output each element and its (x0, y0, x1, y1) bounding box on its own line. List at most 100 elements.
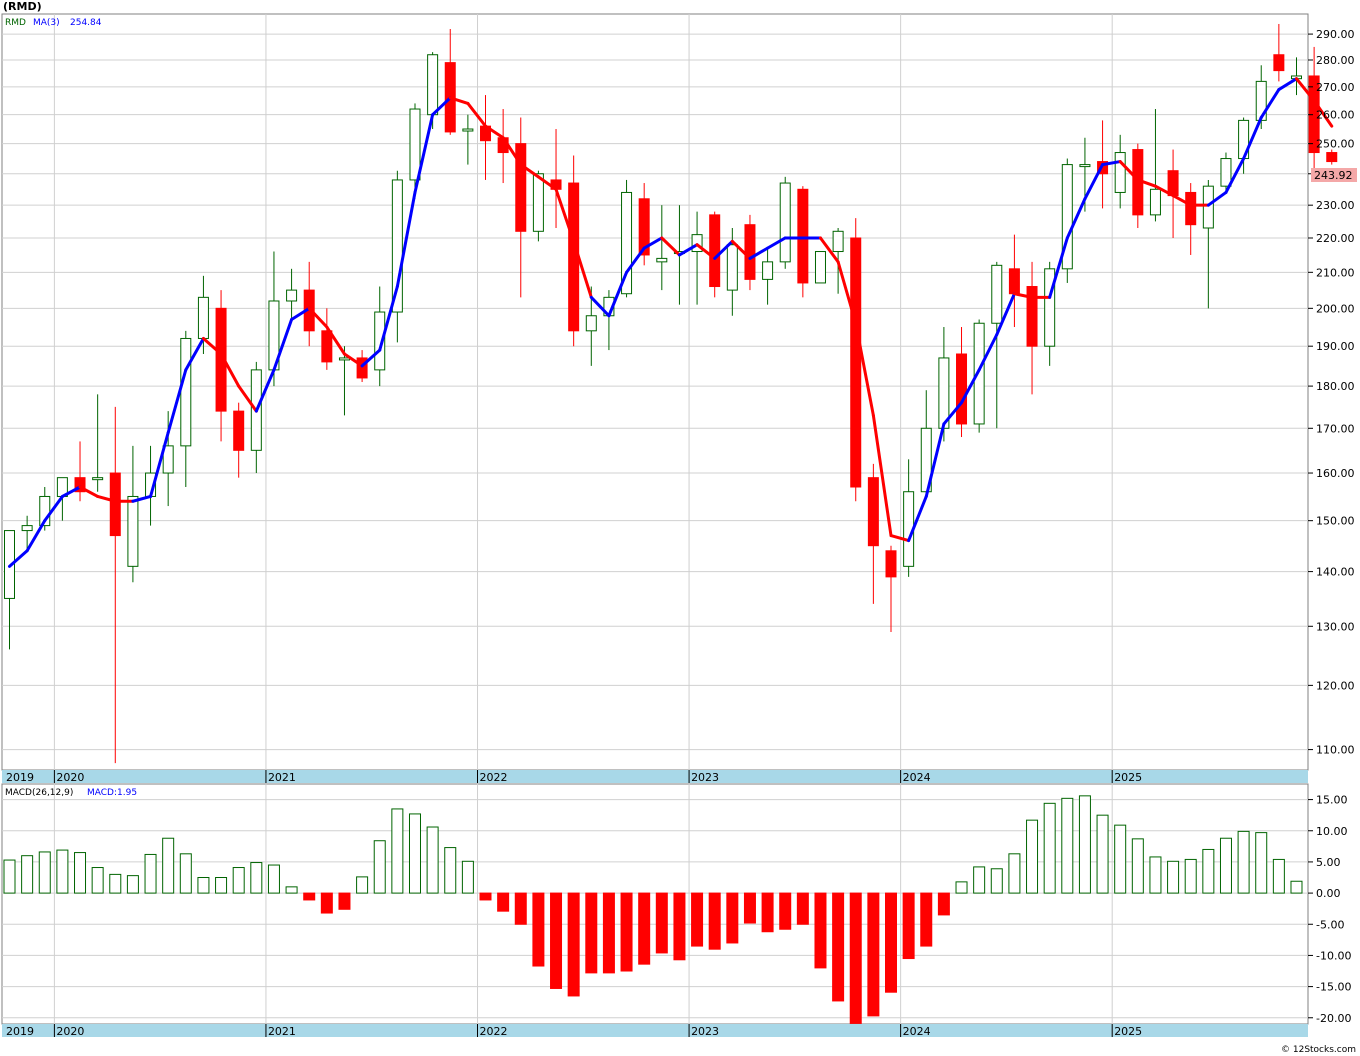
macd-x-tick-label: 2022 (480, 1025, 508, 1038)
ma-segment (1277, 77, 1298, 92)
candle-body (726, 244, 738, 291)
macd-y-tick-label: -20.00 (1316, 1012, 1351, 1025)
candle (391, 170, 403, 343)
macd-bar (215, 877, 228, 894)
macd-bar (1043, 802, 1056, 894)
price-y-tick-label: 290.00 (1316, 28, 1355, 41)
macd-x-tick-label: 2024 (903, 1025, 931, 1038)
macd-bar (691, 892, 704, 947)
candle (127, 445, 139, 583)
candle (215, 290, 227, 442)
candle-body (1202, 185, 1214, 229)
candle-body (1114, 152, 1126, 193)
candle (1326, 149, 1338, 165)
macd-bar (1061, 797, 1074, 894)
ma-segment (977, 333, 999, 372)
ma-segment (1224, 157, 1246, 194)
candle (321, 308, 333, 370)
candle-body (850, 237, 862, 488)
candle-body (356, 357, 368, 379)
macd-bar (779, 892, 792, 930)
macd-bar (1149, 856, 1162, 894)
price-legend-ma-label: MA(3) (33, 18, 60, 28)
ma-segment (8, 549, 29, 568)
ma-segment (342, 352, 364, 368)
macd-legend-value: MACD:1.95 (87, 788, 137, 798)
ma-segment (1136, 178, 1157, 188)
macd-bar (902, 892, 915, 960)
chart-title: (RMD) (3, 0, 42, 13)
candle-body (1185, 191, 1197, 226)
candle-body (991, 264, 1003, 324)
macd-bar (761, 892, 774, 933)
macd-bar (320, 892, 333, 914)
candle-body (779, 182, 791, 263)
ma-segment (1294, 77, 1316, 103)
macd-bar (444, 847, 457, 894)
candle (162, 411, 174, 507)
macd-bar (1202, 848, 1215, 894)
candle-body (391, 179, 403, 313)
price-y-tick-label: 270.00 (1316, 81, 1355, 94)
candle-body (1167, 170, 1179, 197)
candle-body (762, 261, 774, 280)
macd-bar (832, 892, 845, 1002)
macd-bar (796, 892, 809, 925)
macd-bar (990, 868, 1003, 894)
macd-bar (285, 886, 298, 894)
ma-segment (448, 96, 470, 105)
price-y-tick-label: 140.00 (1316, 566, 1355, 579)
candle-body (197, 296, 209, 339)
candle (709, 211, 721, 298)
macd-bar (1290, 880, 1303, 894)
candle-body (585, 315, 597, 332)
price-x-tick-label: 2020 (56, 771, 84, 784)
ma-segment (149, 431, 170, 498)
macd-bar (638, 892, 651, 965)
candle (956, 327, 968, 438)
macd-bar (21, 855, 34, 894)
macd-bar (673, 892, 686, 961)
candle-body (92, 477, 104, 481)
macd-bar (885, 892, 897, 993)
macd-bar (814, 892, 827, 969)
macd-bar (550, 892, 563, 989)
macd-bar (1008, 853, 1021, 894)
macd-bar (726, 892, 739, 944)
ma-segment (818, 236, 840, 264)
candle (1026, 261, 1038, 395)
macd-bar (461, 860, 474, 894)
ma-segment (1153, 184, 1175, 198)
last-price-box (1311, 168, 1357, 182)
ma-segment (25, 519, 47, 553)
macd-x-tick-label: 2025 (1114, 1025, 1142, 1038)
candle-body (744, 224, 756, 280)
candle (233, 402, 245, 478)
candle-body (656, 257, 668, 263)
macd-bar (126, 875, 139, 894)
ma-segment (995, 292, 1016, 337)
candle-body (691, 234, 703, 253)
price-x-tick-label: 2021 (268, 771, 296, 784)
ma-segment (1259, 88, 1281, 120)
ma-segment (625, 246, 646, 274)
macd-bar (391, 808, 404, 894)
price-y-tick-label: 160.00 (1316, 467, 1355, 480)
ma-segment (43, 494, 64, 523)
macd-bar (179, 853, 192, 894)
candle-body (409, 108, 421, 181)
macd-x-tick-label: 2021 (268, 1025, 296, 1038)
ma-segment (395, 190, 417, 289)
price-y-tick-label: 180.00 (1316, 380, 1355, 393)
price-y-tick-label: 220.00 (1316, 232, 1355, 245)
ma-segment (960, 368, 981, 405)
macd-y-tick-label: -5.00 (1316, 918, 1344, 931)
macd-bar (38, 851, 51, 894)
candle (638, 183, 650, 266)
ma-segment (307, 306, 329, 329)
candle-body (867, 477, 879, 547)
price-x-tick-label: 2019 (6, 771, 34, 784)
price-y-tick-label: 250.00 (1316, 138, 1355, 151)
candle (585, 286, 597, 366)
candle-body (1061, 164, 1073, 270)
